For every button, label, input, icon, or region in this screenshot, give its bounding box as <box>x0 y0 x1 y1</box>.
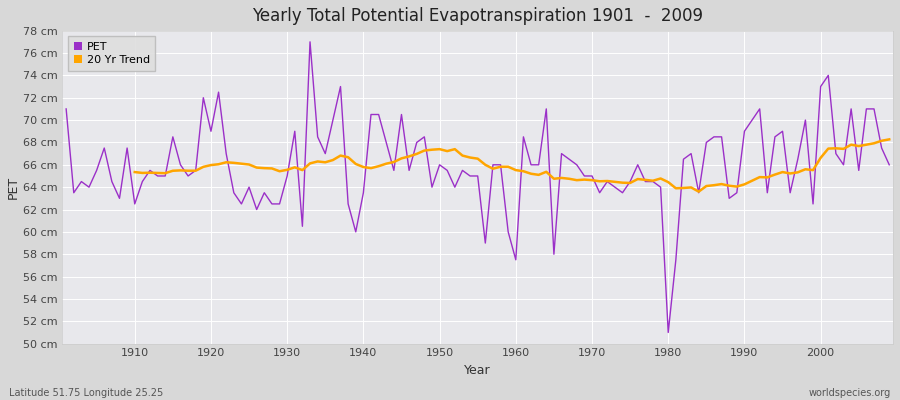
Legend: PET, 20 Yr Trend: PET, 20 Yr Trend <box>68 36 156 71</box>
Title: Yearly Total Potential Evapotranspiration 1901  -  2009: Yearly Total Potential Evapotranspiratio… <box>252 7 703 25</box>
Text: Latitude 51.75 Longitude 25.25: Latitude 51.75 Longitude 25.25 <box>9 388 163 398</box>
Y-axis label: PET: PET <box>7 176 20 199</box>
X-axis label: Year: Year <box>464 364 491 377</box>
Text: worldspecies.org: worldspecies.org <box>809 388 891 398</box>
